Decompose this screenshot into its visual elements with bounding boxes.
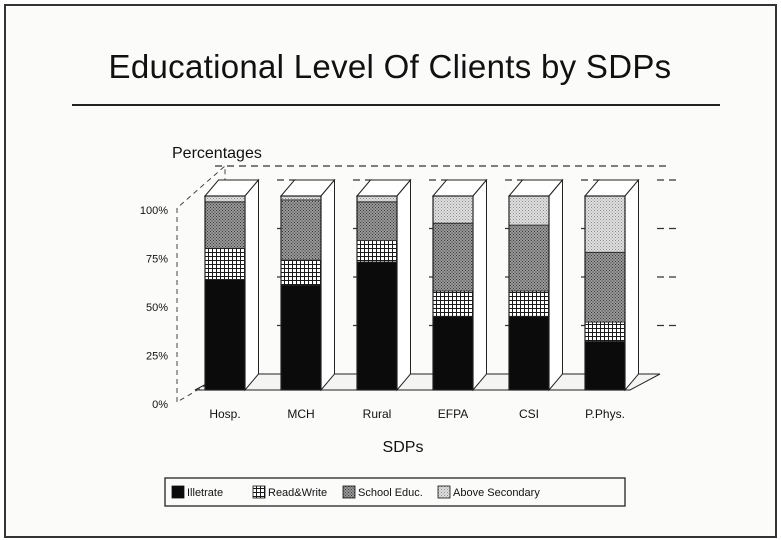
column-outline — [584, 195, 626, 391]
legend-swatch — [437, 485, 451, 499]
legend-label: Illetrate — [187, 487, 223, 499]
bar-segment-read-write — [508, 290, 550, 317]
x-tick-label: P.Phys. — [585, 407, 625, 421]
bar-segment-above-secondary — [356, 195, 398, 203]
chart-title: Educational Level Of Clients by SDPs — [108, 48, 672, 85]
bar-segment-read-write — [204, 247, 246, 280]
bar-segment-school-educ- — [204, 201, 246, 249]
y-tick-label: 50% — [146, 302, 168, 314]
title-underline — [72, 104, 720, 106]
bar-segment-illetrate — [508, 315, 550, 391]
column-outline — [508, 195, 550, 391]
legend-box — [164, 477, 626, 507]
y-tick-labels: 0% 25% 50% 75% 100% — [140, 205, 168, 411]
bar-segment-read-write — [280, 259, 322, 286]
column-side — [320, 178, 335, 392]
bar-segment-illetrate — [432, 315, 474, 391]
legend-swatch — [171, 485, 185, 499]
chart-left-wall — [176, 164, 226, 403]
bar-segment-school-educ- — [280, 199, 322, 261]
legend: Illetrate Read&Write School Educ. Above Sec… — [164, 477, 626, 507]
column-outline — [204, 195, 246, 391]
x-tick-label: MCH — [287, 407, 314, 421]
bar-segment-above-secondary — [432, 195, 474, 224]
bar-segment-illetrate — [584, 341, 626, 391]
column-outline — [432, 195, 474, 391]
bar-segment-read-write — [584, 321, 626, 342]
bar-segment-school-educ- — [508, 224, 550, 292]
x-tick-label: Rural — [363, 407, 392, 421]
bar-segment-school-educ- — [356, 201, 398, 242]
column-side — [624, 178, 639, 392]
y-tick-label: 75% — [146, 254, 168, 266]
legend-swatch — [252, 485, 266, 499]
bars-group — [203, 178, 640, 392]
y-tick-label: 100% — [140, 205, 168, 217]
y-tick-label: 25% — [146, 351, 168, 363]
bar-segment-read-write — [432, 290, 474, 317]
column-outline — [280, 195, 322, 391]
bar-segment-above-secondary — [508, 195, 550, 226]
bar-segment-above-secondary — [204, 195, 246, 203]
bar-segment-school-educ- — [432, 222, 474, 292]
column-outline — [356, 195, 398, 391]
legend-label: Read&Write — [268, 487, 327, 499]
legend-swatch — [342, 485, 356, 499]
y-axis-label: Percentages — [172, 145, 262, 162]
bar-segment-illetrate — [280, 284, 322, 391]
column-side — [548, 178, 563, 392]
bar-segment-illetrate — [204, 279, 246, 391]
bar-segment-illetrate — [356, 261, 398, 391]
x-tick-labels: Hosp. MCH Rural EFPA CSI P.Phys. — [209, 407, 625, 421]
legend-label: School Educ. — [358, 487, 423, 499]
column-side — [396, 178, 411, 392]
y-tick-label: 0% — [152, 399, 168, 411]
column-side — [472, 178, 487, 392]
x-tick-label: EFPA — [438, 407, 468, 421]
bar-segment-read-write — [356, 240, 398, 263]
legend-label: Above Secondary — [453, 487, 540, 499]
x-axis-label: SDPs — [383, 439, 424, 456]
bar-segment-school-educ- — [584, 251, 626, 323]
x-tick-label: CSI — [519, 407, 539, 421]
x-tick-label: Hosp. — [209, 407, 240, 421]
column-side — [244, 178, 259, 392]
bar-segment-above-secondary — [584, 195, 626, 253]
